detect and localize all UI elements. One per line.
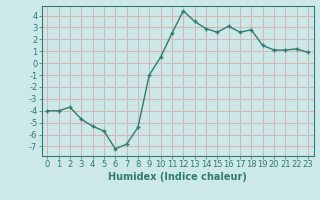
X-axis label: Humidex (Indice chaleur): Humidex (Indice chaleur) <box>108 172 247 182</box>
